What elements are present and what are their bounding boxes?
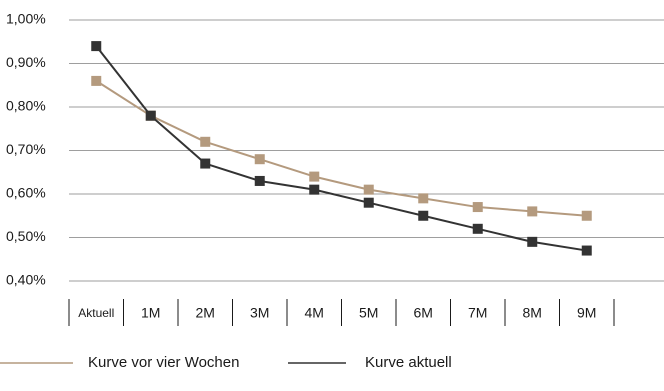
y-tick-label: 0,90% xyxy=(6,54,46,70)
data-point xyxy=(363,197,374,208)
y-tick-label: 0,60% xyxy=(6,185,46,201)
x-tick-label: 8M xyxy=(523,305,542,321)
series-1 xyxy=(91,75,592,221)
data-point xyxy=(363,184,374,195)
x-tick-label: 5M xyxy=(359,305,378,321)
y-tick-label: 0,40% xyxy=(6,272,46,288)
x-axis: Aktuell 1M 2M 3M 4M 5M 6M 7M 8M 9M xyxy=(68,299,615,326)
legend-label-series-2: Kurve aktuell xyxy=(365,354,452,371)
series-lines xyxy=(91,41,592,256)
data-point xyxy=(91,75,102,86)
x-tick-label: 9M xyxy=(577,305,596,321)
series-line-1 xyxy=(95,80,587,217)
data-point xyxy=(91,41,102,52)
data-point xyxy=(200,158,211,169)
series-2 xyxy=(91,41,592,256)
data-point xyxy=(581,210,592,221)
x-tick-label: 2M xyxy=(196,305,215,321)
x-tick-label: 7M xyxy=(468,305,487,321)
data-point xyxy=(581,245,592,256)
x-tick-label: 3M xyxy=(250,305,269,321)
x-tick-label: Aktuell xyxy=(78,306,114,320)
x-tick-label: 4M xyxy=(305,305,324,321)
gridlines xyxy=(69,19,664,282)
y-axis-ticks: 1,00% 0,90% 0,80% 0,70% 0,60% 0,50% 0,40% xyxy=(6,11,46,288)
data-point xyxy=(254,154,265,165)
y-tick-label: 0,80% xyxy=(6,98,46,114)
data-point xyxy=(309,184,320,195)
data-point xyxy=(418,193,429,204)
series-line-2 xyxy=(95,45,587,252)
x-tick-label: 1M xyxy=(141,305,160,321)
data-point xyxy=(200,136,211,147)
data-point xyxy=(145,110,156,121)
data-point xyxy=(527,206,538,217)
data-point xyxy=(472,202,483,213)
x-tick-label: 6M xyxy=(414,305,433,321)
data-point xyxy=(527,236,538,247)
y-tick-label: 0,70% xyxy=(6,141,46,157)
data-point xyxy=(254,175,265,186)
legend-label-series-1: Kurve vor vier Wochen xyxy=(88,354,239,371)
data-point xyxy=(418,210,429,221)
y-tick-label: 1,00% xyxy=(6,11,46,27)
data-point xyxy=(309,171,320,182)
y-tick-label: 0,50% xyxy=(6,228,46,244)
data-point xyxy=(472,223,483,234)
legend: Kurve vor vier Wochen Kurve aktuell xyxy=(0,354,452,371)
